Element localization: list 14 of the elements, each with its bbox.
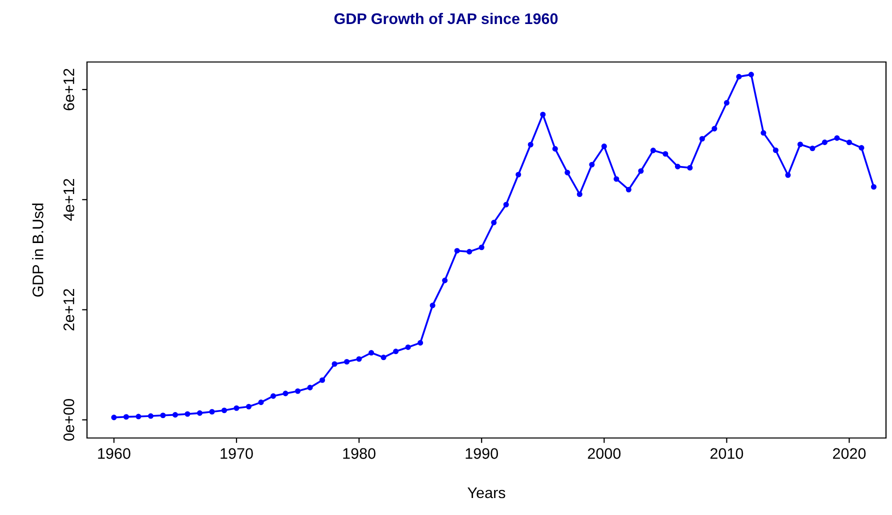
x-axis-title: Years <box>468 488 506 498</box>
x-tick-label: 1980 <box>343 448 376 459</box>
y-axis-title: GDP in B.Usd <box>32 204 44 297</box>
x-tick-label: 1960 <box>98 448 130 459</box>
y-tick-label: 6e+12 <box>63 68 74 110</box>
x-tick-label: 2000 <box>588 448 621 459</box>
y-tick-label: 2e+12 <box>63 289 74 330</box>
x-tick-label: 2010 <box>710 448 744 459</box>
x-tick-label: 1970 <box>220 448 253 459</box>
y-tick-label: 4e+12 <box>63 178 74 221</box>
x-tick-label: 1990 <box>466 448 498 459</box>
x-tick-label: 2020 <box>833 448 866 459</box>
y-tick-label: 0e+00 <box>63 398 74 441</box>
chart-title: GDP Growth of JAP since 1960 <box>334 12 558 24</box>
